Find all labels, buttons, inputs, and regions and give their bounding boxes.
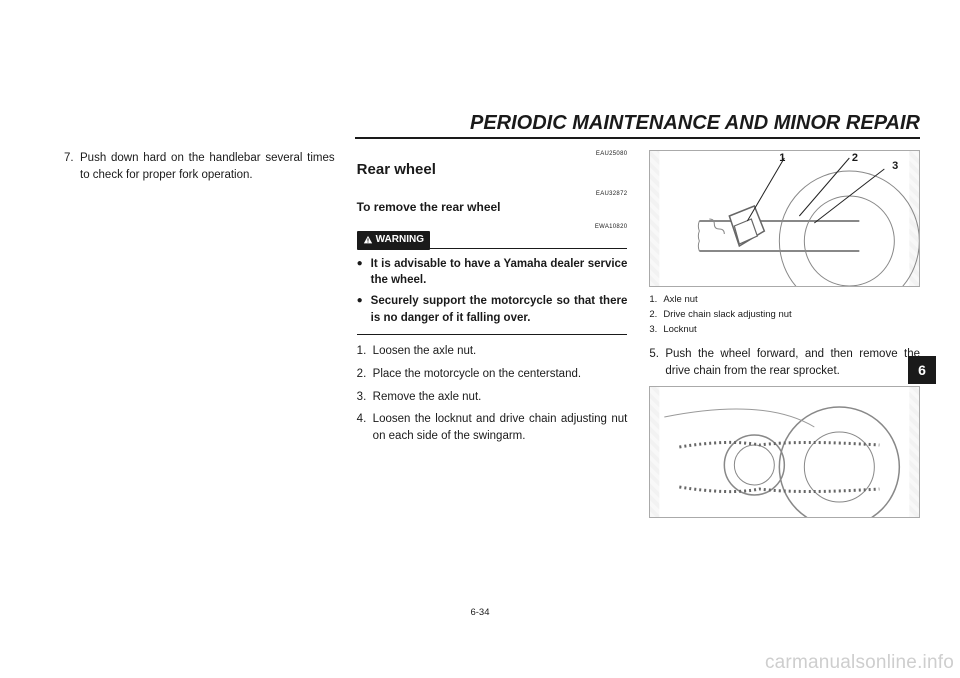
figure-2-chain-sprocket (649, 386, 920, 518)
figure-1-captions: 1.Axle nut 2.Drive chain slack adjusting… (649, 293, 920, 336)
figure-callout-3: 3 (892, 159, 898, 175)
caption-num: 2. (649, 308, 663, 322)
caption-3: 3.Locknut (649, 323, 920, 337)
warning-bullets: ● It is advisable to have a Yamaha deale… (357, 256, 628, 327)
warning-bullet-1: ● It is advisable to have a Yamaha deale… (357, 256, 628, 289)
chapter-tab: 6 (908, 356, 936, 384)
col3-step-5: 5. Push the wheel forward, and then remo… (649, 346, 920, 379)
ref-code: EAU32872 (357, 190, 628, 199)
warning-bullet-2: ● Securely support the motor­cycle so th… (357, 293, 628, 326)
figure-1-svg (650, 151, 919, 286)
warning-end-rule (357, 334, 628, 335)
bullet-icon: ● (357, 256, 371, 289)
step-number: 4. (357, 411, 373, 444)
manual-page: PERIODIC MAINTENANCE AND MINOR REPAIR 7.… (0, 0, 960, 678)
step-text: Place the motorcycle on the cen­terstand… (373, 366, 628, 383)
page-number: 6-34 (0, 607, 960, 618)
step-number: 1. (357, 343, 373, 360)
section-title-rear-wheel: Rear wheel (357, 159, 628, 181)
col2-steps: 1. Loosen the axle nut. 2. Place the mot… (357, 343, 628, 444)
step-text: Loosen the locknut and drive chain adjus… (373, 411, 628, 444)
column-3: 1 2 3 1.Axle nut 2.Drive chain slack adj… (649, 150, 920, 524)
col1-list: 7. Push down hard on the handlebar sever… (64, 150, 335, 183)
warning-badge: WARNING (357, 231, 430, 250)
column-2: EAU25080 Rear wheel EAU32872 To remove t… (357, 150, 628, 524)
caption-num: 1. (649, 293, 663, 307)
col2-step-1: 1. Loosen the axle nut. (357, 343, 628, 360)
caption-text: Axle nut (663, 293, 697, 307)
bullet-text: Securely support the motor­cycle so that… (371, 293, 628, 326)
column-1: 7. Push down hard on the handlebar sever… (64, 150, 335, 524)
figure-1-axle-nut: 1 2 3 (649, 150, 920, 287)
bullet-text: It is advisable to have a Yamaha dealer … (371, 256, 628, 289)
ref-code: EWA10820 (357, 223, 628, 232)
col3-steps: 5. Push the wheel forward, and then remo… (649, 346, 920, 379)
step-number: 7. (64, 150, 80, 183)
col2-step-3: 3. Remove the axle nut. (357, 389, 628, 406)
watermark-text: carmanualsonline.info (765, 652, 954, 674)
caption-num: 3. (649, 323, 663, 337)
col2-step-4: 4. Loosen the locknut and drive chain ad… (357, 411, 628, 444)
step-text: Remove the axle nut. (373, 389, 628, 406)
warning-label: WARNING (376, 233, 424, 248)
warning-icon (363, 235, 373, 245)
step-text: Push the wheel forward, and then remove … (665, 346, 920, 379)
warning-heading: WARNING (357, 231, 628, 250)
col1-step-7: 7. Push down hard on the handlebar sever… (64, 150, 335, 183)
caption-text: Locknut (663, 323, 696, 337)
bullet-icon: ● (357, 293, 371, 326)
caption-2: 2.Drive chain slack adjusting nut (649, 308, 920, 322)
col2-step-2: 2. Place the motorcycle on the cen­terst… (357, 366, 628, 383)
step-number: 3. (357, 389, 373, 406)
caption-text: Drive chain slack adjusting nut (663, 308, 791, 322)
sub-title-remove-rear-wheel: To remove the rear wheel (357, 199, 628, 216)
step-number: 5. (649, 346, 665, 379)
step-text: Loosen the axle nut. (373, 343, 628, 360)
step-text: Push down hard on the handlebar several … (80, 150, 335, 183)
figure-callout-2: 2 (852, 151, 858, 167)
chapter-title: PERIODIC MAINTENANCE AND MINOR REPAIR (355, 112, 920, 139)
ref-code: EAU25080 (357, 150, 628, 159)
figure-2-svg (650, 387, 919, 517)
warning-rule (430, 238, 627, 249)
figure-callout-1: 1 (779, 151, 785, 167)
content-columns: 7. Push down hard on the handlebar sever… (64, 150, 920, 524)
caption-1: 1.Axle nut (649, 293, 920, 307)
step-number: 2. (357, 366, 373, 383)
